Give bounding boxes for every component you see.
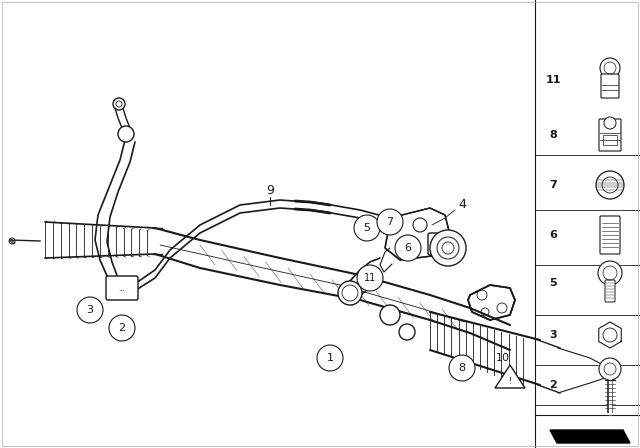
Polygon shape [385,208,450,260]
Text: 11: 11 [545,75,561,85]
Circle shape [377,209,403,235]
Circle shape [596,171,624,199]
Circle shape [449,355,475,381]
Text: 8: 8 [458,363,465,373]
Circle shape [118,126,134,142]
Circle shape [399,324,415,340]
Text: 7: 7 [549,180,557,190]
Polygon shape [468,285,515,320]
FancyBboxPatch shape [600,216,620,254]
Text: 2: 2 [118,323,125,333]
Circle shape [599,358,621,380]
Polygon shape [550,430,630,443]
Circle shape [380,305,400,325]
Circle shape [413,218,427,232]
Circle shape [357,265,383,291]
FancyBboxPatch shape [601,74,619,98]
Text: ...: ... [118,286,125,292]
Text: 1: 1 [326,353,333,363]
Text: 9: 9 [266,184,274,197]
FancyBboxPatch shape [599,119,621,151]
Circle shape [338,281,362,305]
Text: 10: 10 [496,353,510,363]
Circle shape [395,235,421,261]
Text: 7: 7 [387,217,394,227]
Text: 2: 2 [549,380,557,390]
FancyBboxPatch shape [106,276,138,300]
Polygon shape [495,365,525,388]
Circle shape [317,345,343,371]
Text: 8: 8 [549,130,557,140]
Circle shape [113,98,125,110]
Text: 3: 3 [86,305,93,315]
Circle shape [109,315,135,341]
Text: 11: 11 [364,273,376,283]
Circle shape [430,230,466,266]
FancyBboxPatch shape [605,280,615,302]
Text: 4: 4 [458,198,466,211]
Text: 6: 6 [549,230,557,240]
FancyBboxPatch shape [428,233,458,255]
Circle shape [600,58,620,78]
Text: 6: 6 [404,243,412,253]
Circle shape [598,261,622,285]
Circle shape [77,297,103,323]
Circle shape [604,117,616,129]
Text: 5: 5 [549,278,557,288]
Circle shape [354,215,380,241]
Text: 3: 3 [549,330,557,340]
Text: 5: 5 [364,223,371,233]
Text: !: ! [508,378,511,387]
Polygon shape [599,322,621,348]
